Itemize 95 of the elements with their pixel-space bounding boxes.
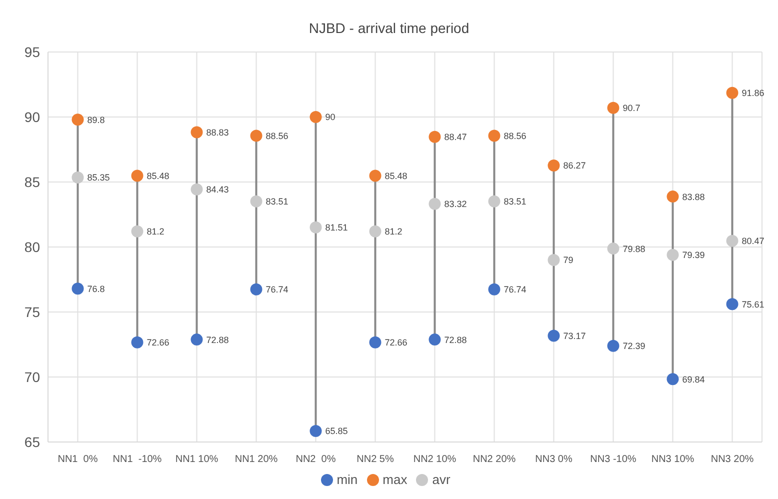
data-label: 76.74: [266, 284, 288, 295]
point: [666, 190, 679, 203]
point: [72, 171, 84, 184]
y-tick-label: 65: [24, 434, 40, 450]
legend-label: min: [336, 472, 358, 487]
point: [666, 373, 679, 386]
point: [726, 86, 738, 99]
data-label: 91.86: [742, 88, 764, 98]
point: [726, 298, 738, 310]
point: [131, 170, 144, 182]
data-label: 72.66: [384, 338, 408, 348]
y-tick-label: 75: [24, 304, 40, 320]
x-tick-label: NN2 0%: [296, 454, 336, 465]
point: [666, 248, 679, 261]
point: [131, 225, 144, 238]
point: [250, 130, 262, 142]
data-label: 90: [325, 112, 336, 122]
data-label: 81.2: [146, 226, 164, 237]
point: [131, 336, 144, 348]
point: [607, 102, 620, 114]
x-tick-label: NN3 -10%: [590, 454, 636, 465]
data-label: 69.84: [682, 374, 705, 384]
data-label: 75.61: [742, 299, 764, 310]
data-label: 81.51: [325, 222, 348, 233]
data-label: 88.83: [206, 127, 229, 138]
data-label: 90.7: [622, 103, 640, 114]
point: [190, 334, 203, 346]
data-label: 85.48: [384, 170, 408, 181]
data-label: 65.85: [325, 426, 348, 436]
y-tick-label: 90: [24, 108, 40, 125]
data-label: 88.56: [266, 130, 288, 141]
data-label: 76.74: [504, 284, 526, 295]
x-tick-label: NN1 0%: [58, 454, 98, 465]
x-tick-label: NN2 20%: [472, 454, 516, 465]
y-tick-label: 80: [24, 238, 40, 255]
x-tick-label: NN2 5%: [356, 454, 394, 465]
y-tick-label: 85: [24, 174, 40, 190]
y-tick-label: 95: [24, 44, 40, 60]
data-label: 83.88: [682, 192, 705, 202]
point: [72, 114, 84, 126]
point: [726, 234, 738, 247]
point: [607, 242, 620, 255]
point: [428, 334, 441, 346]
point: [250, 283, 262, 296]
data-label: 72.88: [444, 334, 467, 345]
point: [607, 340, 620, 352]
point: [369, 225, 382, 238]
x-tick-label: NN1 -10%: [112, 454, 162, 465]
chart-title: NJBD - arrival time period: [308, 19, 470, 38]
point: [310, 221, 322, 234]
x-tick-label: NN1 20%: [234, 454, 278, 465]
legend-label: avr: [431, 472, 450, 487]
point: [250, 195, 262, 208]
x-tick-label: NN2 10%: [413, 454, 456, 465]
legend-label: max: [382, 472, 408, 487]
point: [310, 424, 322, 437]
y-tick-label: 70: [24, 368, 40, 385]
data-label: 89.8: [87, 114, 105, 125]
data-label: 81.2: [384, 226, 402, 237]
data-label: 86.27: [563, 160, 586, 171]
x-tick-label: NN1 10%: [175, 454, 218, 465]
point: [488, 195, 500, 208]
data-label: 72.66: [146, 338, 170, 348]
data-label: 76.8: [87, 284, 105, 294]
point: [488, 130, 500, 142]
point: [190, 183, 203, 196]
data-label: 88.47: [444, 132, 467, 142]
point: [369, 170, 382, 182]
point: [548, 254, 560, 266]
data-label: 80.47: [742, 236, 764, 246]
data-label: 83.51: [266, 196, 288, 207]
point: [72, 282, 84, 295]
data-label: 85.48: [146, 170, 170, 181]
point: [428, 198, 441, 210]
data-label: 84.43: [206, 184, 229, 195]
point: [548, 159, 560, 172]
data-label: 72.39: [622, 341, 646, 352]
x-tick-label: NN3 20%: [710, 454, 754, 465]
point: [369, 336, 382, 348]
point: [488, 283, 500, 296]
data-label: 79.39: [682, 250, 705, 260]
data-label: 79: [563, 255, 574, 266]
point: [310, 111, 322, 123]
data-label: 83.51: [504, 196, 526, 207]
data-label: 72.88: [206, 334, 229, 345]
data-label: 73.17: [563, 330, 586, 341]
data-label: 83.32: [444, 199, 467, 210]
data-label: 88.56: [504, 130, 526, 141]
point: [548, 330, 560, 342]
point: [190, 126, 203, 138]
point: [428, 130, 441, 143]
x-tick-label: NN3 10%: [651, 454, 694, 465]
x-tick-label: NN3 0%: [535, 454, 572, 465]
data-label: 79.88: [622, 244, 646, 254]
data-label: 85.35: [87, 172, 110, 183]
